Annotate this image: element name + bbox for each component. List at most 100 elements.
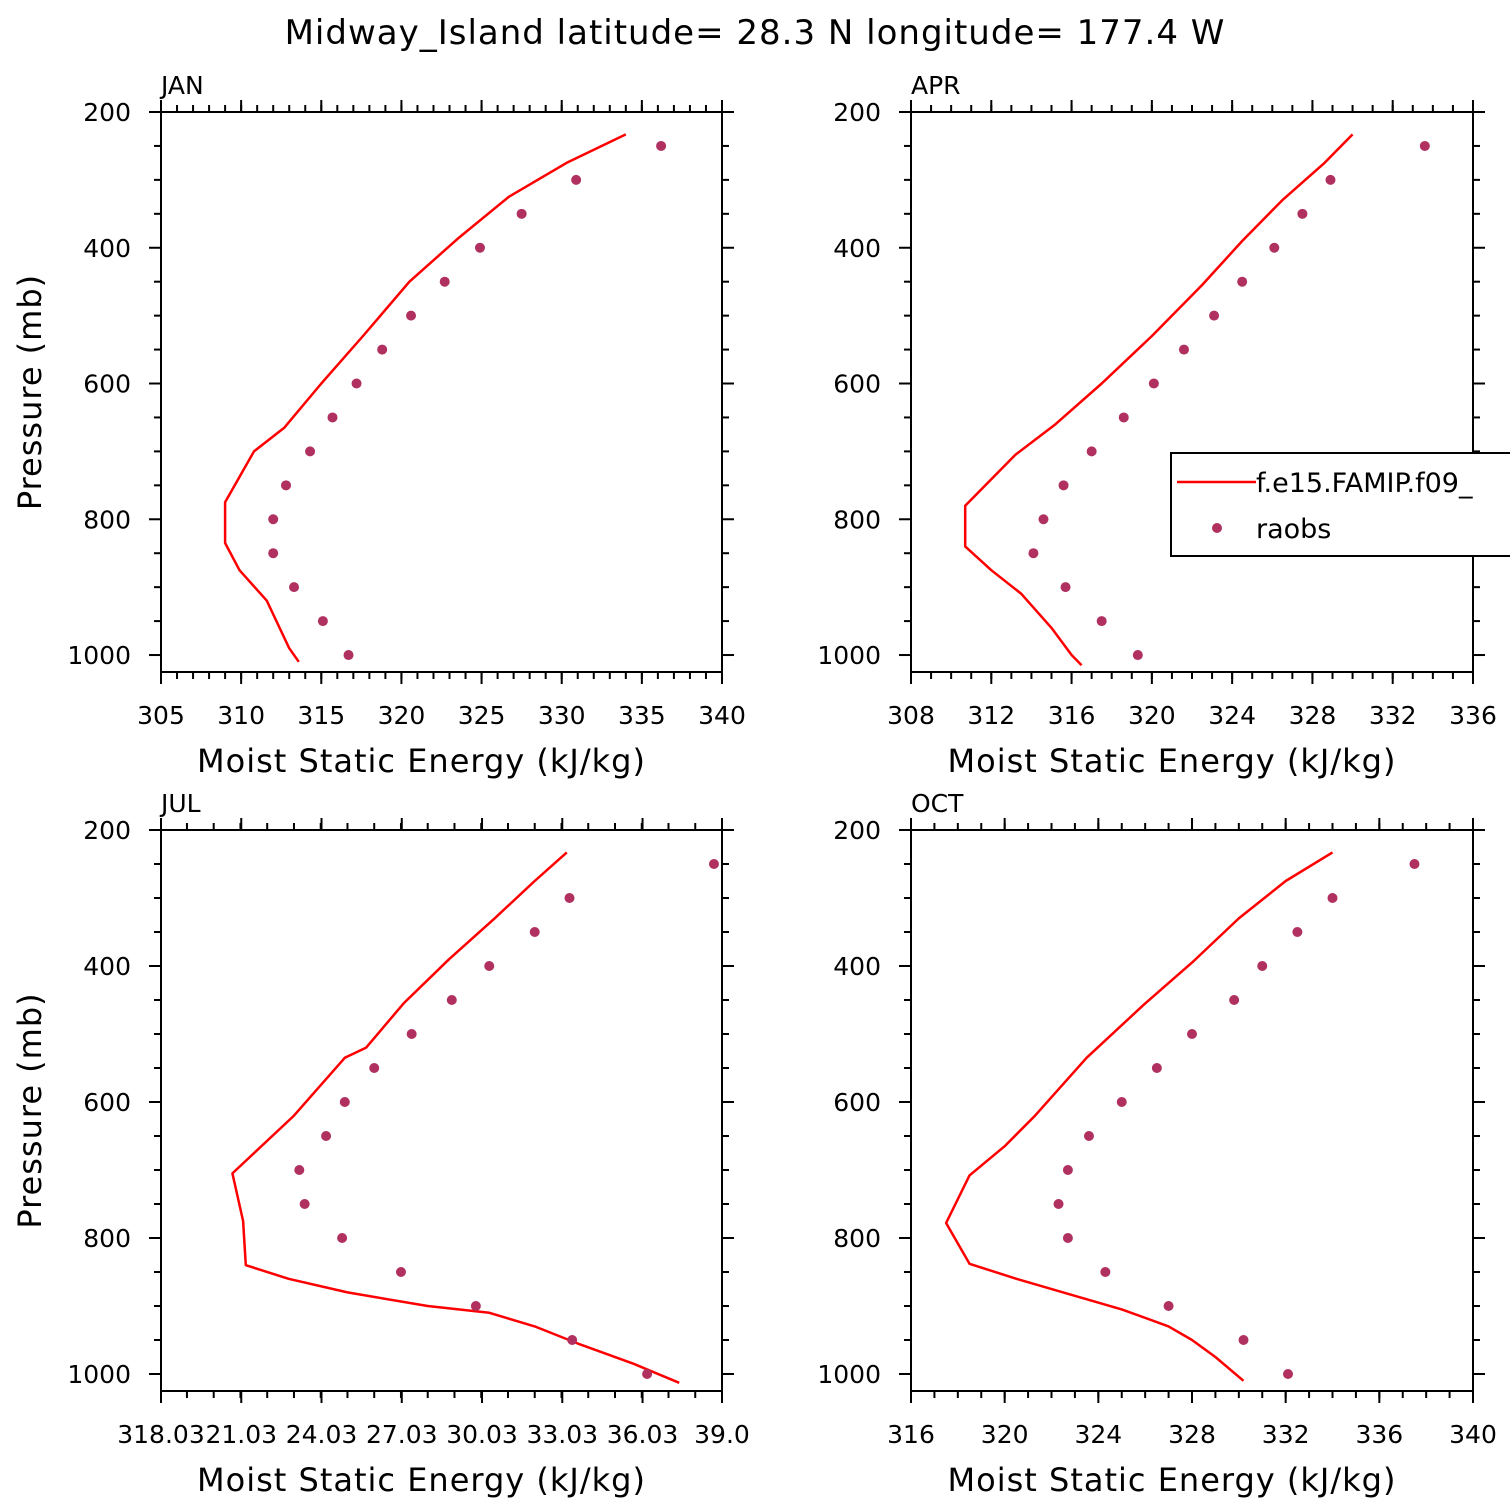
raobs-point <box>1283 1369 1294 1379</box>
x-tick-label: 316 <box>1048 701 1096 730</box>
x-tick-label: 320 <box>378 701 426 730</box>
raobs-point <box>1096 616 1107 627</box>
plot-frame <box>910 829 1474 1392</box>
raobs-point <box>529 927 540 937</box>
raobs-point <box>439 276 450 287</box>
raobs-point <box>343 650 354 661</box>
x-tick-label: 316 <box>887 1420 935 1449</box>
panel-label: OCT <box>911 789 964 818</box>
raobs-point <box>1118 412 1129 423</box>
raobs-point <box>406 1029 417 1039</box>
x-tick-label: 324 <box>1208 701 1256 730</box>
x-tick-label: 305 <box>137 701 185 730</box>
raobs-point <box>474 242 485 253</box>
x-tick-label: 36.03 <box>607 1420 679 1449</box>
x-tick-label: 332 <box>1262 1420 1310 1449</box>
x-tick-label: 324 <box>1074 1420 1122 1449</box>
model-profile-line <box>963 133 1354 667</box>
x-tick-label: 21.03 <box>205 1420 277 1449</box>
x-axis-label: Moist Static Energy (kJ/kg) <box>948 742 1397 780</box>
raobs-point <box>281 480 292 491</box>
panel-label: JUL <box>159 789 201 818</box>
x-tick-label: 318.03 <box>117 1420 204 1449</box>
y-tick-label: 400 <box>83 234 131 263</box>
x-tick-label: 328 <box>1289 701 1337 730</box>
x-tick-label: 336 <box>1449 701 1497 730</box>
y-tick-label: 1000 <box>67 641 131 670</box>
raobs-point <box>708 859 719 869</box>
raobs-point <box>369 1063 380 1073</box>
x-tick-label: 340 <box>698 701 746 730</box>
raobs-point <box>268 514 279 525</box>
raobs-point <box>1237 276 1248 287</box>
raobs-point <box>642 1369 653 1379</box>
raobs-point <box>1325 174 1336 185</box>
raobs-point <box>1148 378 1159 389</box>
x-tick-label: 39.0 <box>694 1420 750 1449</box>
y-tick-label: 1000 <box>67 1360 131 1389</box>
x-tick-label: 336 <box>1355 1420 1403 1449</box>
raobs-point <box>1151 1063 1162 1073</box>
x-axis-label: Moist Static Energy (kJ/kg) <box>948 1461 1397 1499</box>
legend-box <box>1170 452 1510 557</box>
y-tick-label: 800 <box>83 1224 131 1253</box>
raobs-point <box>299 1199 310 1209</box>
y-tick-label: 400 <box>833 952 881 981</box>
y-tick-label: 400 <box>83 952 131 981</box>
raobs-point <box>1419 140 1430 151</box>
x-axis-label: Moist Static Energy (kJ/kg) <box>197 1461 646 1499</box>
raobs-point <box>1229 995 1240 1005</box>
raobs-point <box>656 140 667 151</box>
model-profile-line <box>223 133 627 663</box>
raobs-point <box>268 548 279 559</box>
x-tick-label: 335 <box>618 701 666 730</box>
panel-jul: JUL 200 400 600 800 1000 318.03 21.03 24.03 27.03… <box>11 789 750 1499</box>
panel-oct: OCT 200 400 600 800 1000 316 320 324 328 332 336 340… <box>817 789 1496 1499</box>
legend-label-model: f.e15.FAMIP.f09_ <box>1256 468 1473 499</box>
x-tick-label: 27.03 <box>366 1420 438 1449</box>
x-axis-label: Moist Static Energy (kJ/kg) <box>197 742 646 780</box>
legend: f.e15.FAMIP.f09_raobs <box>1170 452 1510 557</box>
raobs-point <box>327 412 338 423</box>
raobs-point <box>1028 548 1039 559</box>
model-profile-line <box>944 851 1334 1382</box>
x-tick-label: 330 <box>538 701 586 730</box>
x-tick-label: 325 <box>458 701 506 730</box>
raobs-point <box>1116 1097 1127 1107</box>
legend-label-raobs: raobs <box>1256 514 1331 545</box>
y-tick-label: 800 <box>83 505 131 534</box>
y-tick-label: 600 <box>83 1088 131 1117</box>
x-tick-label: 315 <box>297 701 345 730</box>
raobs-point <box>1132 650 1143 661</box>
x-tick-label: 33.03 <box>526 1420 598 1449</box>
raobs-point <box>339 1097 350 1107</box>
raobs-point <box>564 893 575 903</box>
panel-apr: APR 200 400 600 800 1000 308 312 316 320 324 328 332… <box>817 71 1510 780</box>
x-tick-label: 320 <box>981 1420 1029 1449</box>
raobs-point <box>321 1131 332 1141</box>
x-tick-label: 332 <box>1369 701 1417 730</box>
y-tick-label: 200 <box>83 98 131 127</box>
raobs-point <box>1409 859 1420 869</box>
raobs-point <box>289 582 300 593</box>
plot-frame <box>160 829 723 1392</box>
raobs-point <box>1086 446 1097 457</box>
raobs-point <box>1062 1233 1073 1243</box>
x-tick-label: 310 <box>217 701 265 730</box>
x-tick-label: 308 <box>887 701 935 730</box>
raobs-point <box>484 961 495 971</box>
y-tick-label: 800 <box>833 1224 881 1253</box>
panel-jan: JAN 200 400 600 800 1000 305 310 315 320 325 330 335… <box>11 71 746 780</box>
panel-label: APR <box>911 71 961 100</box>
y-tick-label: 800 <box>833 505 881 534</box>
raobs-point <box>1062 1165 1073 1175</box>
raobs-point <box>1238 1335 1249 1345</box>
raobs-point <box>1292 927 1303 937</box>
y-tick-label: 200 <box>83 816 131 845</box>
plot-frame <box>910 111 1474 673</box>
plot-frame <box>160 111 723 673</box>
raobs-point <box>294 1165 305 1175</box>
raobs-point <box>317 616 328 627</box>
x-tick-label: 24.03 <box>286 1420 358 1449</box>
